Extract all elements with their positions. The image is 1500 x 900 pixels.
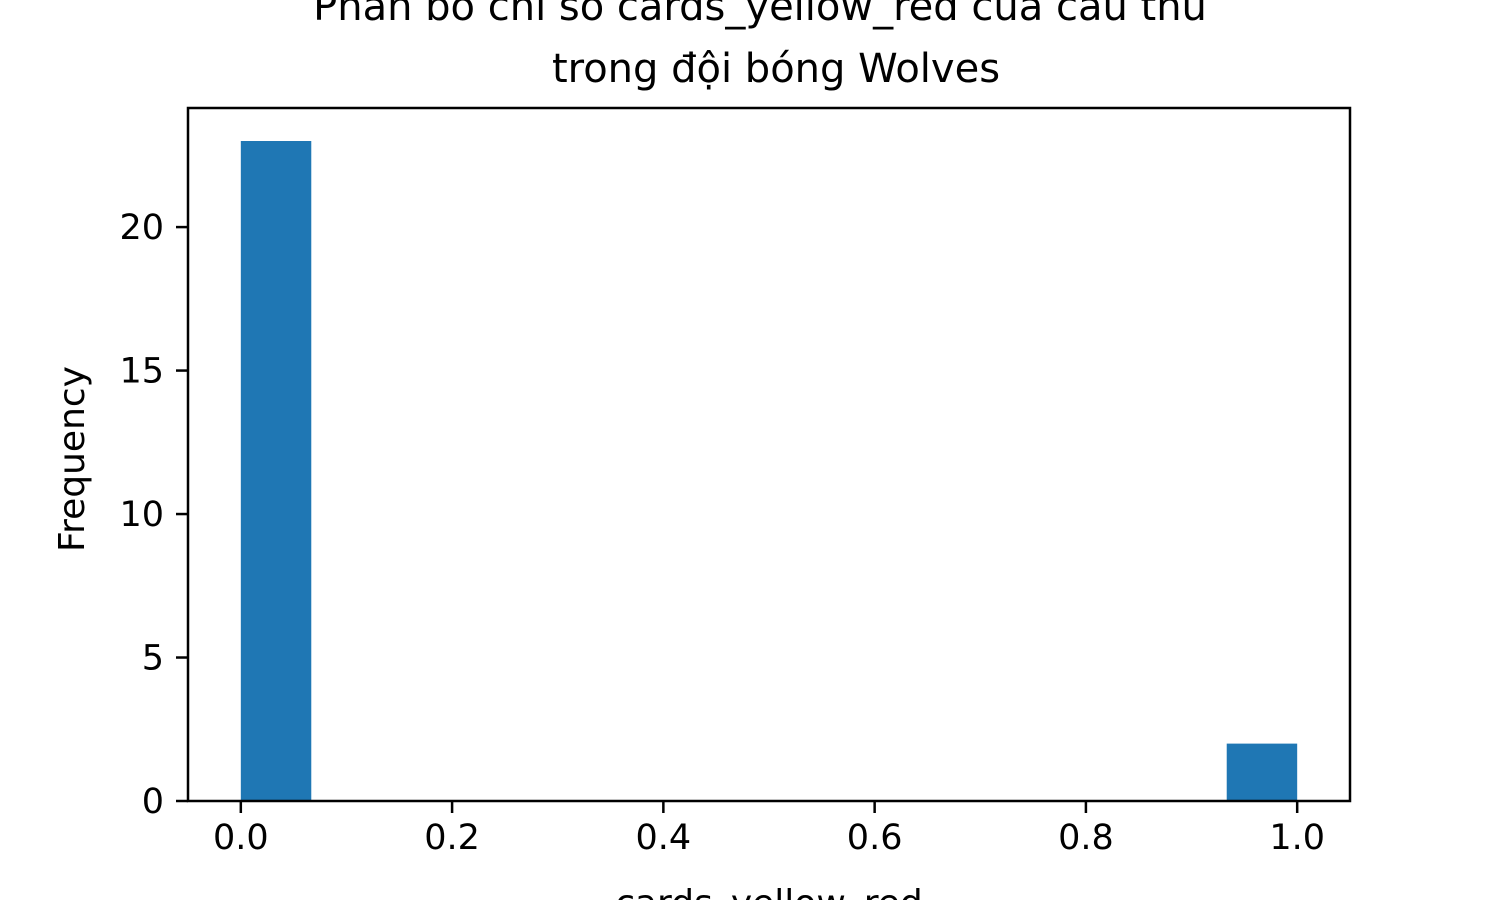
x-tick-label-1: 0.2 [424, 818, 480, 858]
x-axis-ticks: 0.0 0.2 0.4 0.6 0.8 1.0 [213, 801, 1325, 858]
x-axis-label: cards_yellow_red [615, 883, 923, 900]
y-tick-label-3: 15 [119, 352, 164, 392]
chart-title-line-2: trong đội bóng Wolves [552, 46, 1000, 92]
x-tick-label-4: 0.8 [1058, 818, 1114, 858]
y-axis-ticks: 0 5 10 15 20 [119, 208, 188, 822]
y-tick-label-4: 20 [119, 208, 164, 248]
chart-title-line-1: Phân bố chỉ số cards_yellow_red của cầu … [313, 0, 1207, 30]
x-tick-label-0: 0.0 [213, 818, 269, 858]
plot-area-frame [186, 106, 1352, 803]
y-axis-label: Frequency [52, 366, 93, 552]
y-tick-label-0: 0 [142, 782, 164, 822]
x-tick-label-5: 1.0 [1269, 818, 1325, 858]
y-tick-label-1: 5 [142, 639, 164, 679]
x-tick-label-3: 0.6 [847, 818, 903, 858]
histogram-bar-0 [240, 141, 312, 801]
x-tick-label-2: 0.4 [636, 818, 692, 858]
histogram-bar-1 [1226, 743, 1298, 801]
bars-layer [240, 141, 1298, 801]
y-tick-label-2: 10 [119, 495, 164, 535]
